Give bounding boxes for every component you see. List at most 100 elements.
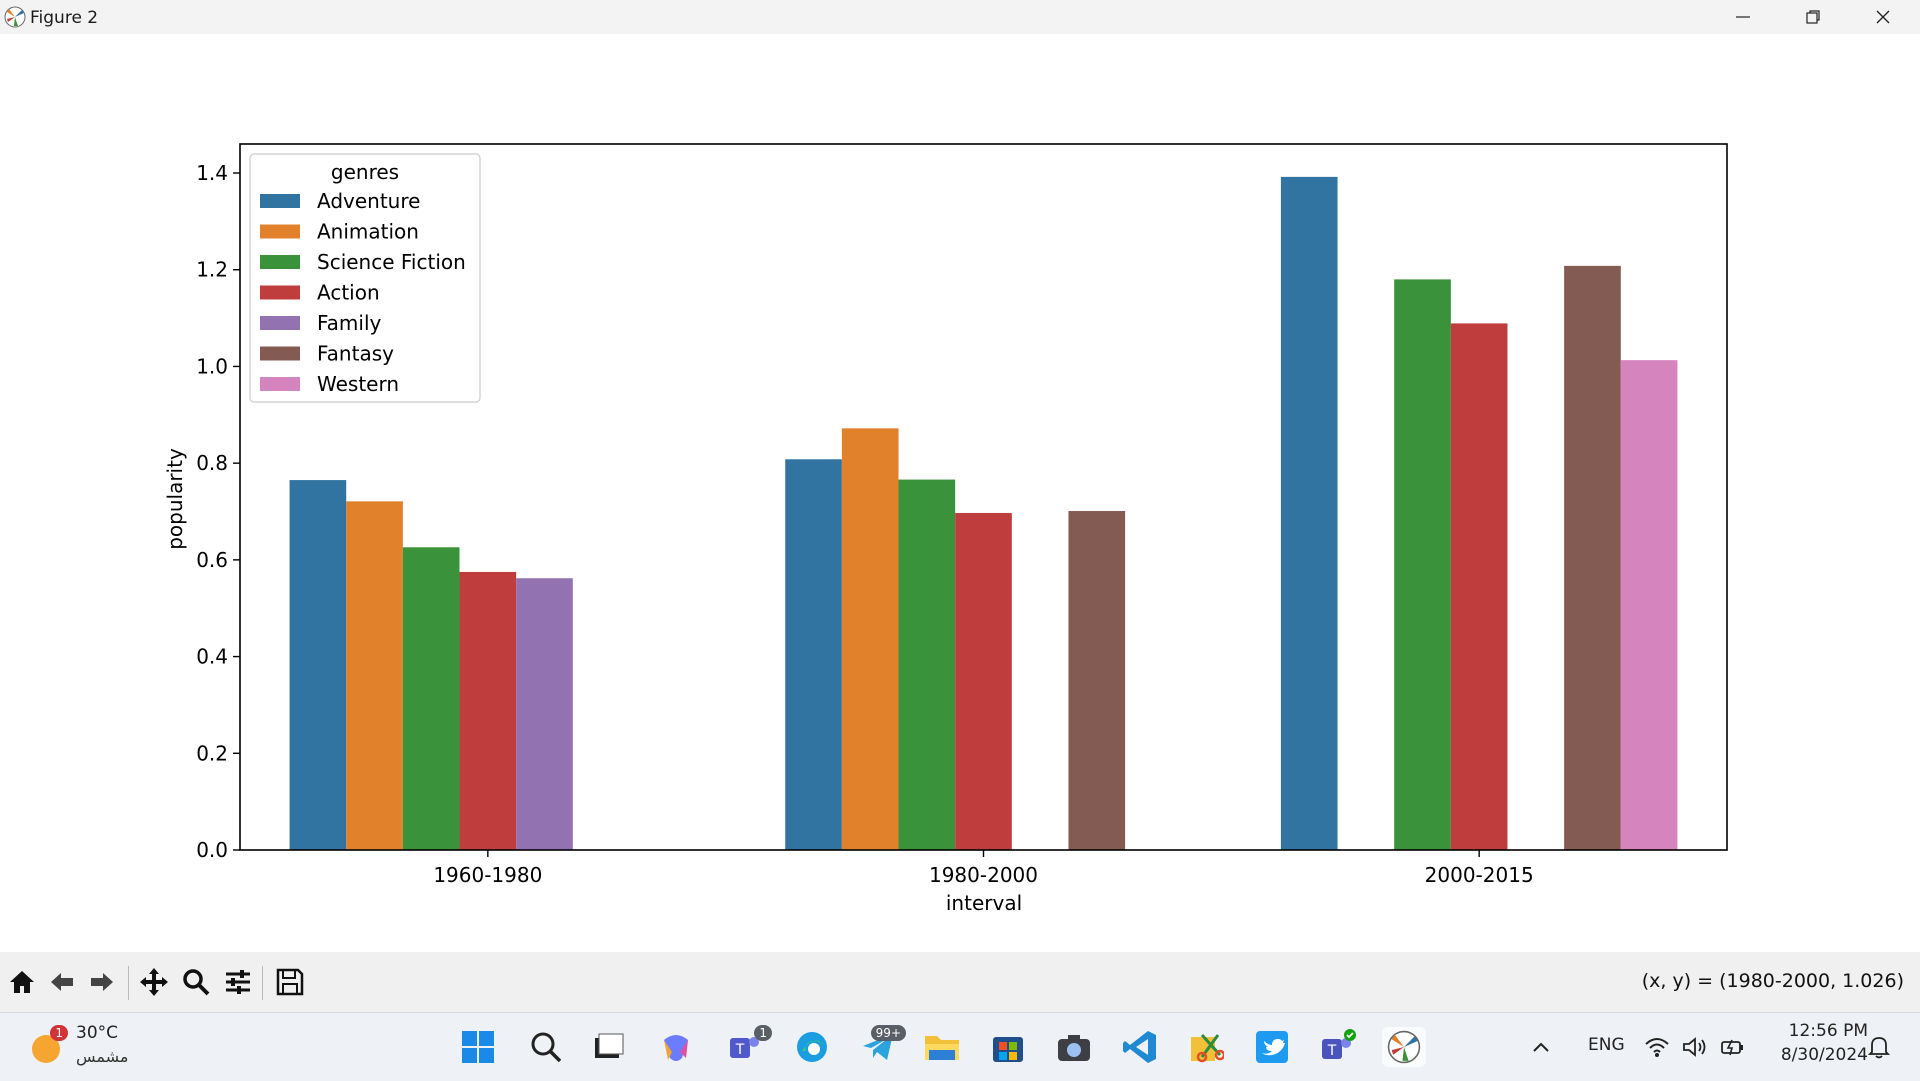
configure-icon — [226, 970, 250, 994]
legend-label: Animation — [317, 220, 419, 244]
bar-adventure-1960-1980 — [289, 480, 347, 850]
back-button[interactable] — [44, 962, 80, 1002]
search-icon — [531, 1032, 562, 1063]
x-tick-label: 1980-2000 — [929, 863, 1038, 887]
sun-icon — [32, 1035, 60, 1063]
window-titlebar: Figure 2 — [0, 0, 1920, 34]
configure-button[interactable] — [220, 962, 256, 1002]
zoom-button[interactable] — [178, 962, 214, 1002]
teams-badge: 1 — [754, 1025, 772, 1041]
matplotlib-figure-button[interactable] — [1382, 1027, 1426, 1067]
weather-widget[interactable]: 1 — [28, 1025, 68, 1065]
y-tick-label: 0.4 — [196, 645, 228, 669]
svg-text:T: T — [735, 1042, 745, 1058]
search-button[interactable] — [524, 1027, 568, 1067]
teams-button[interactable]: T 1 — [722, 1025, 772, 1067]
camera-button[interactable] — [1052, 1027, 1096, 1067]
battery-button[interactable] — [1718, 1027, 1748, 1067]
clock-time[interactable]: 12:56 PM — [1788, 1021, 1868, 1041]
legend-label: Adventure — [317, 189, 420, 213]
bell-icon — [1868, 1037, 1890, 1059]
bar-action-1980-2000 — [955, 512, 1012, 850]
close-button[interactable] — [1848, 0, 1918, 34]
y-axis-ticks: 0.0 0.2 0.4 0.6 0.8 1.0 1.2 1.4 — [196, 161, 240, 862]
start-button[interactable] — [456, 1027, 500, 1067]
x-tick-label: 1960-1980 — [433, 863, 542, 887]
snipping-tool-button[interactable] — [1184, 1027, 1228, 1067]
window-title: Figure 2 — [30, 8, 99, 28]
vscode-icon — [1123, 1031, 1156, 1063]
bar-science-fiction-1980-2000 — [898, 479, 956, 850]
bar-animation-1980-2000 — [841, 428, 899, 850]
store-icon — [993, 1037, 1023, 1062]
coordinate-readout: (x, y) = (1980-2000, 1.026) — [1641, 970, 1904, 992]
volume-button[interactable] — [1680, 1027, 1710, 1067]
matplotlib-icon — [1387, 1030, 1421, 1064]
legend: genres Adventure Animation Science Fiction… — [249, 153, 481, 403]
windows-logo-icon — [462, 1031, 494, 1063]
x-axis-label: interval — [946, 891, 1022, 915]
wifi-button[interactable] — [1642, 1027, 1672, 1067]
windows-taskbar: 1 30°C مشمس T 1 99+ T — [0, 1012, 1920, 1081]
vscode-button[interactable] — [1118, 1027, 1162, 1067]
save-button[interactable] — [272, 962, 308, 1002]
twitter-button[interactable] — [1250, 1027, 1294, 1067]
legend-box — [249, 153, 481, 403]
legend-swatch — [260, 346, 300, 361]
bar-fantasy-1980-2000 — [1068, 511, 1126, 850]
legend-swatch — [260, 285, 300, 300]
copilot-icon — [664, 1035, 688, 1061]
y-tick-label: 1.4 — [196, 161, 228, 185]
telegram-button[interactable]: 99+ — [856, 1025, 906, 1067]
legend-label: Family — [317, 311, 382, 335]
language-indicator[interactable]: ENG — [1588, 1035, 1625, 1055]
matplotlib-toolbar: (x, y) = (1980-2000, 1.026) — [0, 952, 1920, 1012]
bar-adventure-2000-2015 — [1280, 176, 1338, 850]
bar-western-2000-2015 — [1620, 360, 1678, 850]
minimize-button[interactable] — [1708, 0, 1778, 34]
bar-chart[interactable]: 0.0 0.2 0.4 0.6 0.8 1.0 1.2 1.4 1960-1980 1980-2… — [0, 34, 1920, 952]
weather-description: مشمس — [76, 1047, 129, 1066]
store-button[interactable] — [986, 1027, 1030, 1067]
bar-fantasy-2000-2015 — [1564, 265, 1621, 850]
matplotlib-app-icon — [4, 6, 26, 28]
x-tick-label: 2000-2015 — [1425, 863, 1534, 887]
legend-swatch — [260, 316, 300, 330]
home-button[interactable] — [4, 962, 40, 1002]
camera-icon — [1058, 1035, 1090, 1061]
legend-swatch — [260, 255, 300, 269]
forward-button[interactable] — [84, 962, 120, 1002]
figure-canvas[interactable]: 0.0 0.2 0.4 0.6 0.8 1.0 1.2 1.4 1960-1980 1980-2… — [0, 34, 1920, 952]
battery-charging-icon — [1721, 1039, 1743, 1056]
toolbar-separator — [262, 966, 263, 1000]
bars-group — [289, 176, 1678, 850]
notifications-button[interactable] — [1864, 1027, 1894, 1067]
file-explorer-button[interactable] — [920, 1027, 964, 1067]
toolbar-separator — [128, 966, 129, 1000]
teams-work-icon: T — [1322, 1029, 1356, 1059]
clock-date[interactable]: 8/30/2024 — [1780, 1045, 1868, 1065]
restore-button[interactable] — [1778, 0, 1848, 34]
edge-button[interactable] — [790, 1027, 834, 1067]
speaker-icon — [1683, 1037, 1706, 1057]
legend-swatch — [260, 377, 300, 391]
task-view-button[interactable] — [586, 1027, 630, 1067]
save-icon — [276, 968, 304, 996]
weather-badge: 1 — [50, 1025, 68, 1041]
home-icon — [10, 971, 34, 993]
legend-swatch — [260, 224, 300, 239]
task-view-icon — [595, 1033, 624, 1058]
forward-icon — [91, 973, 113, 991]
chevron-up-icon — [1533, 1042, 1549, 1052]
x-axis-ticks: 1960-1980 1980-2000 2000-2015 — [433, 850, 1534, 887]
teams-work-button[interactable]: T — [1316, 1027, 1360, 1067]
show-hidden-icons-button[interactable] — [1526, 1027, 1556, 1067]
svg-text:T: T — [1327, 1043, 1337, 1059]
wifi-icon — [1645, 1038, 1669, 1057]
twitter-icon — [1256, 1031, 1288, 1063]
copilot-button[interactable] — [654, 1027, 698, 1067]
bar-adventure-1980-2000 — [785, 459, 842, 850]
snipping-tool-icon — [1191, 1033, 1224, 1063]
bar-action-1960-1980 — [459, 571, 517, 850]
pan-button[interactable] — [136, 962, 172, 1002]
